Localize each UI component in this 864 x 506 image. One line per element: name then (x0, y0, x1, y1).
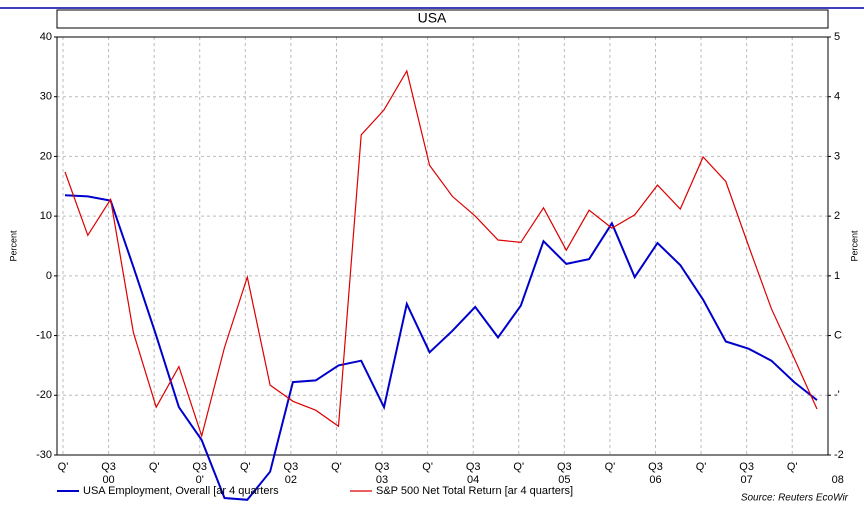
y2-tick-label: 3 (834, 150, 840, 162)
x-group-label: 0' (196, 474, 204, 486)
y2-tick-label: -2 (834, 449, 844, 461)
series-line (64, 69, 818, 439)
x-group-label: 06 (649, 474, 661, 486)
x-tick-label: Q' (149, 461, 160, 473)
y2-axis-label: Percent (849, 230, 859, 262)
x-tick-label: Q3 (284, 461, 299, 473)
x-group-label: 04 (467, 474, 479, 486)
legend-label: S&P 500 Net Total Return [ar 4 quarters] (376, 485, 573, 497)
y-tick-label: -10 (36, 329, 52, 341)
x-tick-label: Q' (605, 461, 616, 473)
y2-tick-label: 4 (834, 91, 840, 103)
source: Source: Reuters EcoWir (741, 493, 849, 504)
x-tick-label: Q' (422, 461, 433, 473)
legend-label: USA Employment, Overall [ar 4 quarters (83, 485, 279, 497)
y-tick-label: 40 (40, 31, 52, 43)
chart-title: USA (418, 10, 447, 26)
x-tick-label: Q' (787, 461, 798, 473)
plot-frame (56, 36, 829, 456)
x-tick-label: Q' (331, 461, 342, 473)
y2-tick-label: 2 (834, 210, 840, 222)
y-tick-label: -30 (36, 449, 52, 461)
x-group-label: 00 (102, 474, 114, 486)
x-tick-label: Q' (58, 461, 69, 473)
y-tick-label: -20 (36, 389, 52, 401)
x-tick-label: Q3 (648, 461, 663, 473)
x-group-label: 02 (285, 474, 297, 486)
y-tick-label: 20 (40, 150, 52, 162)
series-line (64, 194, 818, 501)
y-tick-label: 0 (46, 270, 52, 282)
y2-tick-label: -' (834, 389, 840, 401)
y-axis-label: Percent (8, 230, 18, 262)
x-tick-label: Q3 (101, 461, 116, 473)
x-tick-label: Q3 (192, 461, 207, 473)
y-tick-label: 30 (40, 91, 52, 103)
y2-tick-label: 1 (834, 270, 840, 282)
title-box (56, 9, 829, 29)
x-group-label: 03 (376, 474, 388, 486)
y2-tick-label: 5 (834, 31, 840, 43)
x-group-label: 07 (741, 474, 753, 486)
x-tick-label: Q3 (466, 461, 481, 473)
x-group-label: 05 (558, 474, 570, 486)
y2-tick-label: C (834, 329, 842, 341)
x-tick-label: Q3 (739, 461, 754, 473)
x-tick-label: Q' (240, 461, 251, 473)
x-tick-label: Q3 (375, 461, 390, 473)
x-tick-label: Q3 (557, 461, 572, 473)
x-group-label: 08 (832, 474, 844, 486)
y-tick-label: 10 (40, 210, 52, 222)
x-tick-label: Q' (513, 461, 524, 473)
x-tick-label: Q' (696, 461, 707, 473)
